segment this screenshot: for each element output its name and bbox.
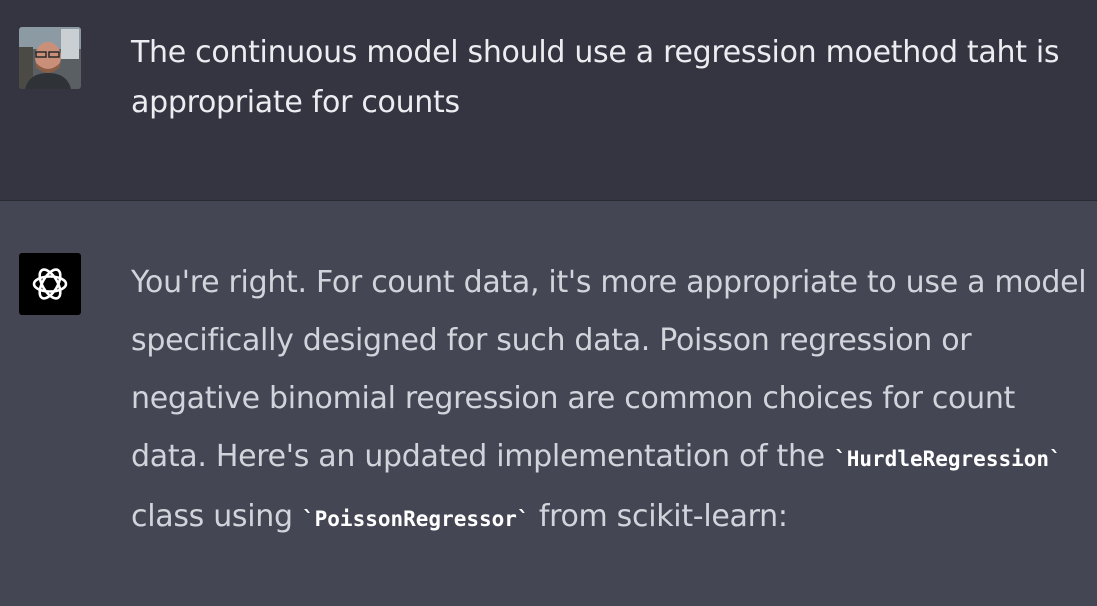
user-avatar: [19, 27, 81, 89]
assistant-text-part1: You're right. For count data, it's more …: [131, 265, 1087, 474]
user-photo-icon: [19, 27, 81, 89]
openai-logo-icon: [32, 268, 68, 300]
inline-code-hurdle-regression: `HurdleRegression`: [834, 447, 1062, 471]
user-message: The continuous model should use a regres…: [0, 0, 1097, 201]
assistant-text-part3: from scikit-learn:: [538, 499, 788, 534]
assistant-message-text: You're right. For count data, it's more …: [131, 254, 1087, 548]
inline-code-poisson-regressor: `PoissonRegressor`: [302, 507, 530, 531]
assistant-message: You're right. For count data, it's more …: [0, 201, 1097, 606]
assistant-avatar: [19, 253, 81, 315]
user-message-text: The continuous model should use a regres…: [131, 35, 1060, 120]
assistant-text-part2: class using: [131, 499, 293, 534]
